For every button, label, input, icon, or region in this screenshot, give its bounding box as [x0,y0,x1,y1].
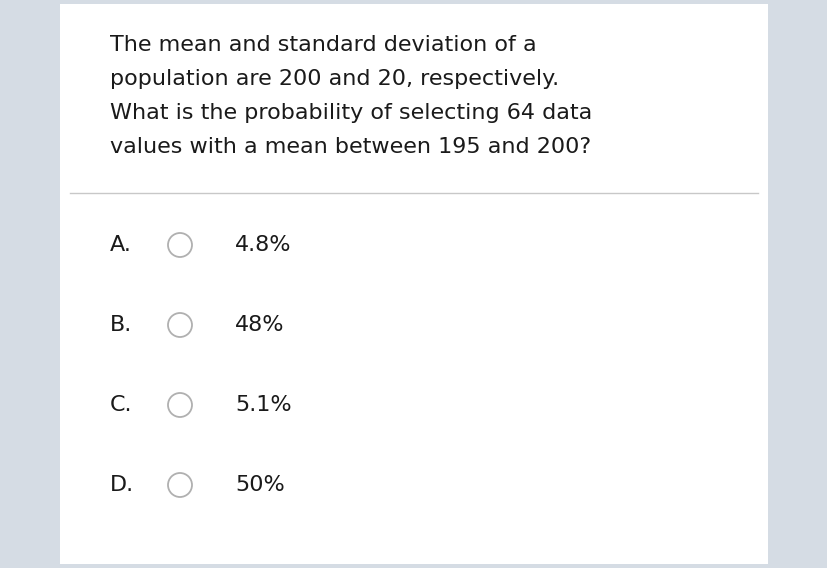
Text: values with a mean between 195 and 200?: values with a mean between 195 and 200? [110,137,590,157]
Text: 48%: 48% [235,315,284,335]
Text: C.: C. [110,395,132,415]
Text: What is the probability of selecting 64 data: What is the probability of selecting 64 … [110,103,591,123]
Text: 5.1%: 5.1% [235,395,291,415]
Text: The mean and standard deviation of a: The mean and standard deviation of a [110,35,536,55]
Circle shape [168,473,192,497]
Circle shape [168,233,192,257]
Text: B.: B. [110,315,132,335]
Circle shape [168,393,192,417]
Text: 4.8%: 4.8% [235,235,291,255]
Text: A.: A. [110,235,131,255]
Text: 50%: 50% [235,475,284,495]
Text: D.: D. [110,475,134,495]
FancyBboxPatch shape [60,4,767,564]
Circle shape [168,313,192,337]
Text: population are 200 and 20, respectively.: population are 200 and 20, respectively. [110,69,558,89]
